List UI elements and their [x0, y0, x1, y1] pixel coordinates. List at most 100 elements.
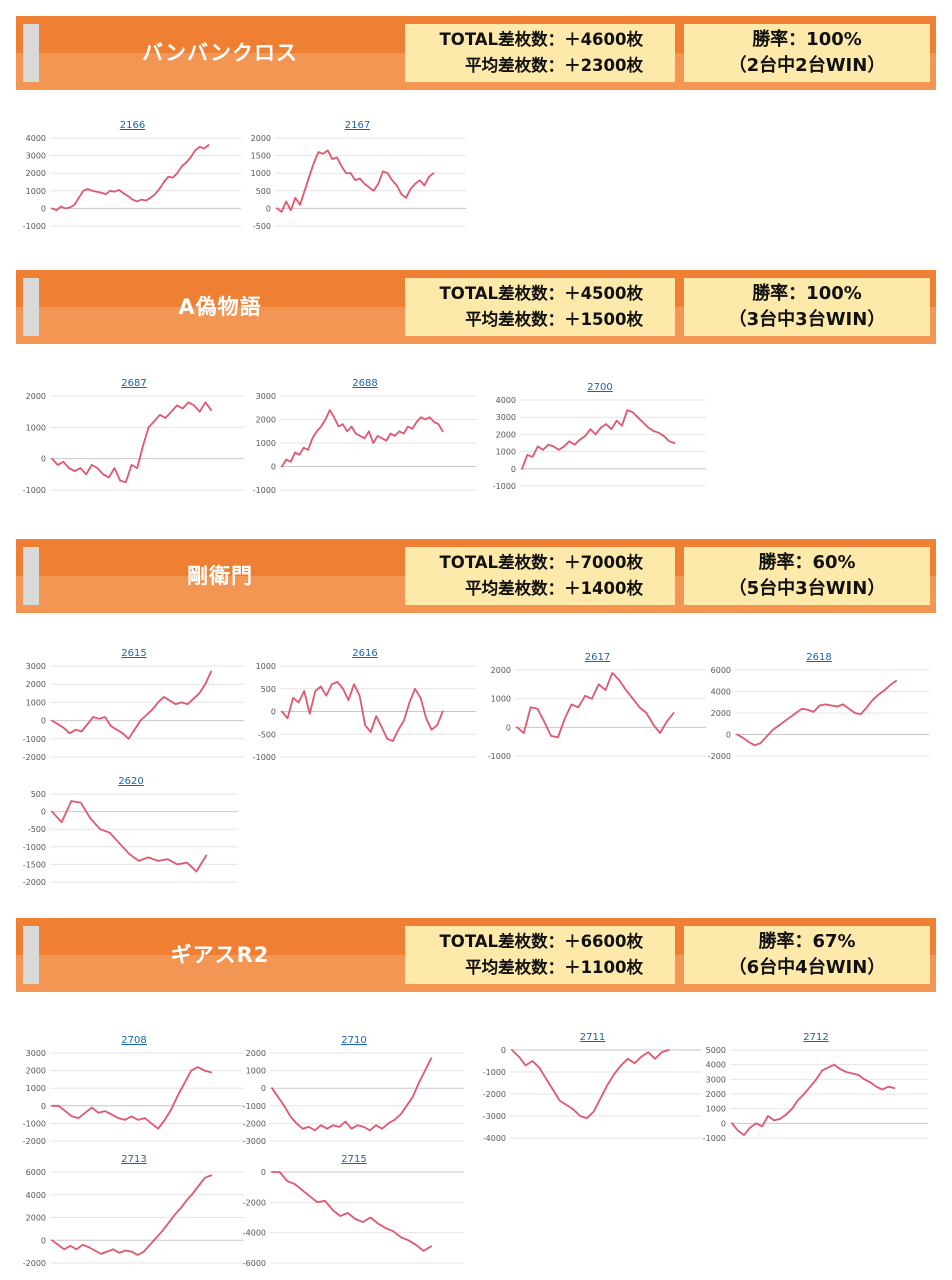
- chart-title-link[interactable]: 2620: [118, 776, 144, 787]
- y-tick-label: -2000: [708, 752, 731, 761]
- chart-title-link[interactable]: 2713: [121, 1154, 147, 1165]
- average-diff: 平均差枚数：＋1400枚: [465, 579, 643, 598]
- y-tick-label: 500: [261, 685, 276, 694]
- y-tick-label: 5000: [706, 1046, 726, 1055]
- y-tick-label: -500: [258, 730, 276, 739]
- series-line: [271, 1057, 433, 1132]
- series-line: [731, 1063, 896, 1136]
- y-tick-label: 0: [721, 1119, 726, 1128]
- win-record: （3台中3台WIN）: [728, 309, 886, 330]
- chart-plot: 2000 1500 1000 500 0 -500: [251, 134, 466, 231]
- chart-title-link[interactable]: 2166: [119, 120, 146, 131]
- total-box: TOTAL差枚数：＋6600枚 平均差枚数：＋1100枚: [405, 926, 675, 984]
- chart-plot: 1000 500 0 -500 -1000: [253, 662, 476, 762]
- win-rate-box: 勝率：60% （5台中3台WIN）: [684, 547, 930, 605]
- y-tick-label: 1000: [246, 1067, 266, 1076]
- side-tab: [23, 278, 39, 336]
- y-tick-label: 2000: [711, 709, 731, 718]
- y-tick-label: 1000: [256, 662, 276, 671]
- chart-title-link[interactable]: 2615: [121, 648, 147, 659]
- chart-2708: 3000 2000 1000 0 -1000 -2000 2708: [20, 1035, 248, 1147]
- y-tick-label: 0: [511, 465, 516, 474]
- total-diff: TOTAL差枚数：＋4500枚: [439, 284, 643, 303]
- y-tick-label: 3000: [26, 662, 46, 671]
- y-tick-label: -1000: [23, 486, 46, 495]
- y-tick-label: 2000: [26, 1067, 46, 1076]
- y-tick-label: 500: [31, 790, 46, 799]
- chart-2713: 6000 4000 2000 0 -2000 2713: [20, 1154, 248, 1269]
- series-line: [276, 149, 435, 213]
- total-box: TOTAL差枚数：＋7000枚 平均差枚数：＋1400枚: [405, 547, 675, 605]
- win-rate-box: 勝率：100% （3台中3台WIN）: [684, 278, 930, 336]
- chart-title-link[interactable]: 2700: [587, 382, 613, 393]
- chart-plot: 6000 4000 2000 0 -2000: [23, 1168, 244, 1268]
- chart-plot: 2000 1000 0 -1000: [488, 666, 706, 761]
- chart-plot: 3000 2000 1000 0 -1000 -2000: [23, 662, 244, 762]
- y-tick-label: -1000: [23, 222, 46, 231]
- chart-plot: 3000 2000 1000 0 -1000: [253, 392, 476, 495]
- y-tick-label: 1000: [26, 698, 46, 707]
- y-tick-label: -500: [253, 222, 271, 231]
- chart-title-link[interactable]: 2708: [121, 1035, 147, 1046]
- y-tick-label: 1000: [251, 169, 271, 178]
- series-line: [281, 681, 444, 742]
- y-tick-label: 3000: [706, 1075, 726, 1084]
- y-tick-label: 2000: [491, 666, 511, 675]
- y-tick-label: -2000: [23, 753, 46, 762]
- y-tick-label: 0: [261, 1168, 266, 1177]
- series-line: [511, 1049, 670, 1120]
- series-line: [516, 671, 675, 739]
- side-tab: [23, 926, 39, 984]
- y-tick-label: 4000: [496, 396, 516, 405]
- y-tick-label: -2000: [23, 1137, 46, 1146]
- machine-name: 剛衛門: [187, 564, 253, 588]
- y-tick-label: 2000: [26, 169, 46, 178]
- chart-title-link[interactable]: 2617: [584, 652, 611, 663]
- section-header-4: ギアスR2 TOTAL差枚数：＋6600枚 平均差枚数：＋1100枚 勝率：67…: [16, 918, 936, 992]
- chart-title-link[interactable]: 2712: [803, 1032, 829, 1043]
- y-tick-label: 1000: [256, 439, 276, 448]
- chart-plot: 2000 1000 0 -1000: [23, 392, 244, 495]
- chart-2616: 1000 500 0 -500 -1000 2616: [250, 648, 480, 763]
- chart-title-link[interactable]: 2687: [121, 378, 147, 389]
- chart-title-link[interactable]: 2710: [341, 1035, 367, 1046]
- chart-title-link[interactable]: 2616: [352, 648, 378, 659]
- y-tick-label: 0: [726, 731, 731, 740]
- chart-2715: 0 -2000 -4000 -6000 2715: [240, 1154, 468, 1269]
- win-rate: 勝率：100%: [752, 283, 862, 304]
- y-tick-label: -4000: [243, 1229, 266, 1238]
- chart-2700: 4000 3000 2000 1000 0 -1000 2700: [490, 382, 710, 492]
- chart-plot: 500 0 -500 -1000 -1500 -2000: [23, 790, 238, 887]
- y-tick-label: -6000: [243, 1259, 266, 1268]
- y-tick-label: -1000: [493, 482, 516, 491]
- average-diff: 平均差枚数：＋2300枚: [465, 56, 643, 75]
- win-rate: 勝率：67%: [758, 931, 856, 952]
- chart-title-link[interactable]: 2167: [344, 120, 371, 131]
- y-tick-label: -1000: [23, 1119, 46, 1128]
- y-tick-label: 4000: [26, 1191, 46, 1200]
- series-line: [51, 800, 208, 873]
- chart-title-link[interactable]: 2688: [352, 378, 378, 389]
- y-tick-label: 3000: [26, 1049, 46, 1058]
- series-line: [51, 1066, 213, 1130]
- y-tick-label: 2000: [256, 416, 276, 425]
- y-tick-label: 6000: [26, 1168, 46, 1177]
- series-line: [281, 409, 444, 468]
- average-diff: 平均差枚数：＋1100枚: [465, 958, 643, 977]
- y-tick-label: 1500: [251, 152, 271, 161]
- y-tick-label: -500: [28, 825, 46, 834]
- y-tick-label: 0: [41, 204, 46, 213]
- win-record: （6台中4台WIN）: [728, 957, 886, 978]
- average-diff: 平均差枚数：＋1500枚: [465, 310, 643, 329]
- y-tick-label: -2000: [23, 1259, 46, 1268]
- chart-title-link[interactable]: 2618: [806, 652, 832, 663]
- chart-title-link[interactable]: 2715: [341, 1154, 367, 1165]
- side-tab: [23, 24, 39, 82]
- y-tick-label: -1000: [253, 753, 276, 762]
- y-tick-label: -3000: [243, 1137, 266, 1146]
- chart-title-link[interactable]: 2711: [579, 1032, 606, 1043]
- y-tick-label: -1000: [483, 1068, 506, 1077]
- y-tick-label: -1000: [23, 735, 46, 744]
- y-tick-label: 1000: [496, 448, 516, 457]
- y-tick-label: -2000: [23, 878, 46, 887]
